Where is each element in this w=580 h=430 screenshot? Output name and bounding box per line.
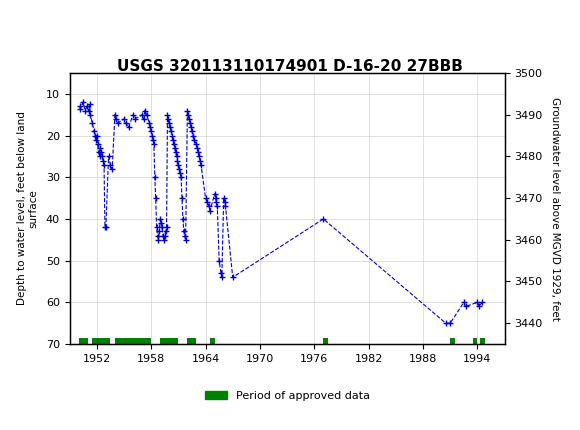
Y-axis label: Groundwater level above MGVD 1929, feet: Groundwater level above MGVD 1929, feet <box>549 97 560 320</box>
Bar <box>480 338 485 344</box>
Bar <box>92 338 110 344</box>
Legend: Period of approved data: Period of approved data <box>200 386 374 405</box>
Bar <box>79 338 88 344</box>
Bar <box>450 338 455 344</box>
Text: ≡USGS: ≡USGS <box>12 16 70 35</box>
Bar <box>160 338 178 344</box>
Bar <box>115 338 151 344</box>
Bar <box>323 338 328 344</box>
Bar <box>473 338 477 344</box>
Text: USGS 320113110174901 D-16-20 27BBB: USGS 320113110174901 D-16-20 27BBB <box>117 59 463 74</box>
Y-axis label: Depth to water level, feet below land
surface: Depth to water level, feet below land su… <box>17 112 39 305</box>
Bar <box>187 338 197 344</box>
Bar <box>210 338 215 344</box>
